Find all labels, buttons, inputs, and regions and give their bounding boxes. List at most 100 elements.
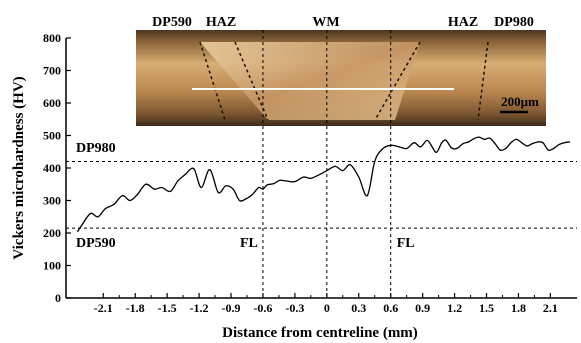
x-tick-label: -1.8 <box>126 301 145 315</box>
data-point <box>342 170 344 172</box>
data-point <box>563 142 565 144</box>
data-point <box>510 142 512 144</box>
data-point <box>334 165 336 167</box>
x-tick-label: 0.9 <box>415 301 430 315</box>
data-point <box>245 198 247 200</box>
y-tick-label: 200 <box>43 226 61 240</box>
x-tick-label: -1.2 <box>190 301 209 315</box>
data-point <box>232 188 234 190</box>
data-point <box>209 169 211 171</box>
data-point <box>121 195 124 197</box>
reference-lines <box>66 30 577 298</box>
y-tick-label: 500 <box>43 129 61 143</box>
data-point <box>217 191 219 193</box>
data-point <box>552 147 555 150</box>
data-point <box>294 181 296 183</box>
data-point <box>494 143 496 145</box>
data-point <box>136 194 138 196</box>
data-point <box>285 180 287 182</box>
data-point <box>251 194 253 196</box>
data-point <box>279 179 281 181</box>
x-tick-label: -2.1 <box>94 301 113 315</box>
x-tick-label: 2.1 <box>543 301 558 315</box>
weld-metal-region <box>200 42 420 120</box>
data-point <box>505 147 507 150</box>
data-point <box>537 141 539 143</box>
data-point <box>77 230 79 232</box>
data-point <box>515 138 517 140</box>
data-point <box>478 136 480 138</box>
data-point <box>262 188 264 190</box>
data-point <box>113 203 115 205</box>
data-point <box>161 186 163 189</box>
series-layer <box>77 136 571 232</box>
data-point <box>390 144 392 146</box>
data-point <box>97 216 99 218</box>
data-point <box>473 138 475 140</box>
data-point <box>317 174 319 176</box>
data-point <box>456 147 458 150</box>
data-point <box>81 224 83 226</box>
data-point <box>419 146 422 148</box>
inset-label-haz-right: HAZ <box>448 15 478 30</box>
y-tick-label: 700 <box>43 64 61 78</box>
fusion-boundary-left <box>199 41 226 121</box>
y-tick-label: 300 <box>43 194 61 208</box>
data-point <box>225 185 227 187</box>
y-tick-label: 400 <box>43 161 61 175</box>
inset-label-wm: WM <box>312 15 339 30</box>
ref-label-dp980: DP980 <box>76 141 116 156</box>
x-axis-title: Distance from centreline (mm) <box>222 325 418 341</box>
data-point <box>435 151 438 153</box>
data-point <box>483 138 485 140</box>
data-point <box>526 145 528 147</box>
data-point <box>398 146 400 148</box>
x-tick-label: -0.9 <box>222 301 241 315</box>
inset-micrograph: 200μm <box>136 30 546 126</box>
data-point <box>381 148 383 150</box>
data-point <box>450 147 452 149</box>
x-tick-label: 0.3 <box>351 301 366 315</box>
ref-label-fl-right: FL <box>397 236 415 251</box>
data-point <box>467 141 470 143</box>
data-point <box>413 142 415 144</box>
x-tick-label: -0.6 <box>253 301 272 315</box>
data-point <box>499 149 501 151</box>
fusion-boundary-right <box>477 41 489 121</box>
data-point <box>521 142 523 144</box>
data-point <box>177 180 179 182</box>
data-point <box>258 186 260 189</box>
data-point <box>374 160 376 163</box>
data-point <box>489 137 491 139</box>
data-point <box>193 168 195 170</box>
scale-bar-label: 200μm <box>501 94 539 109</box>
data-point <box>272 183 275 185</box>
ref-label-fl-left: FL <box>240 236 258 251</box>
inset-label-dp590: DP590 <box>152 15 192 30</box>
data-point <box>462 143 464 145</box>
data-point <box>445 139 447 141</box>
data-point <box>326 170 328 172</box>
y-tick-label: 800 <box>43 31 61 45</box>
y-tick-label: 100 <box>43 259 61 273</box>
x-tick-label: -0.3 <box>285 301 304 315</box>
y-tick-label: 0 <box>55 291 61 305</box>
data-point <box>145 183 147 185</box>
data-point <box>266 184 268 186</box>
y-tick-label: 600 <box>43 96 61 110</box>
x-tick-label: 0.6 <box>383 301 398 315</box>
data-point <box>169 190 171 192</box>
haz-boundary-left <box>234 41 269 121</box>
data-point <box>153 188 155 190</box>
data-point <box>238 199 241 202</box>
hardness-profile-line <box>77 136 570 232</box>
x-tick-label: 1.8 <box>511 301 526 315</box>
data-point <box>547 149 549 151</box>
data-point <box>349 164 351 166</box>
ref-label-dp590: DP590 <box>76 236 116 251</box>
data-point <box>104 208 106 210</box>
inset-label-haz-left: HAZ <box>206 15 236 30</box>
y-axis-title: Vickers microhardness (HV) <box>11 76 27 259</box>
y-ticks: 0 100 200 300 400 500 600 700 800 <box>43 31 71 305</box>
